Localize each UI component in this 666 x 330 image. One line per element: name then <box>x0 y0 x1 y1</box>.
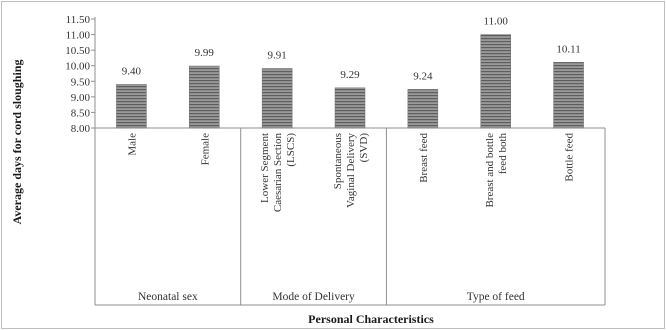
data-label: 9.99 <box>195 47 215 59</box>
category-label: Female <box>199 133 211 165</box>
category-label: Male <box>126 133 138 156</box>
category-label: Breast feed <box>418 133 430 183</box>
bars <box>116 34 584 129</box>
bar <box>116 84 147 129</box>
category-label: SpontaneousVaginal Delivery(SVD) <box>332 133 370 208</box>
y-tick-label: 10.50 <box>65 45 90 57</box>
y-axis-title: Average days for cord sloughing <box>10 60 24 225</box>
bar <box>261 68 293 129</box>
y-tick-label: 9.50 <box>71 76 91 88</box>
y-tick-label: 11.50 <box>66 14 91 26</box>
group-label: Type of feed <box>467 291 525 303</box>
y-tick-label: 11.00 <box>66 30 91 42</box>
data-label: 9.91 <box>268 50 287 62</box>
bar <box>407 89 439 129</box>
category-label: Lower SegmentCaesarian Section(LSCS) <box>259 133 297 213</box>
labels: Neonatal sex Mode of Delivery Type of feed… <box>122 16 581 303</box>
group-label: Neonatal sex <box>138 291 198 303</box>
group-label: Mode of Delivery <box>272 291 355 303</box>
data-label: 9.40 <box>122 65 142 77</box>
y-tick-label: 8.00 <box>71 123 91 135</box>
y-tick-label: 8.50 <box>71 107 91 119</box>
data-label: 10.11 <box>556 43 580 55</box>
y-tick-label: 9.00 <box>71 92 91 104</box>
bar <box>189 65 220 129</box>
category-label: Bottle feed <box>564 133 576 182</box>
y-tick-label: 10.00 <box>65 61 90 73</box>
bar <box>334 87 366 129</box>
bar <box>480 34 511 129</box>
bar <box>553 62 584 129</box>
data-label: 9.29 <box>340 69 360 81</box>
data-label: 11.00 <box>484 16 509 28</box>
x-axis-title: Personal Characteristics <box>308 312 434 326</box>
category-label: Breast and bottlefeed both <box>484 133 509 208</box>
data-label: 9.24 <box>413 70 433 82</box>
